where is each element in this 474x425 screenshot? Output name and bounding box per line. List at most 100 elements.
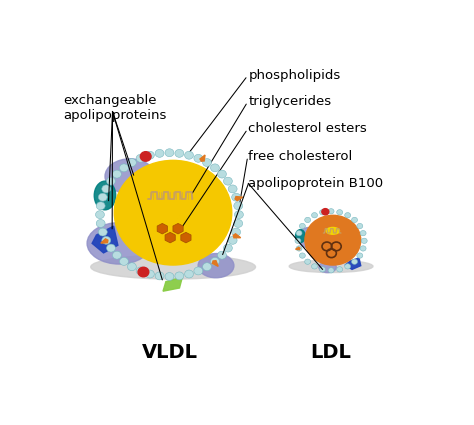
Ellipse shape — [198, 254, 234, 278]
Circle shape — [102, 236, 111, 244]
Circle shape — [295, 238, 301, 244]
Polygon shape — [101, 239, 108, 243]
Ellipse shape — [87, 223, 152, 264]
Circle shape — [360, 230, 366, 236]
Circle shape — [235, 211, 243, 218]
Polygon shape — [212, 261, 218, 266]
Circle shape — [311, 212, 318, 218]
Circle shape — [228, 185, 237, 193]
Circle shape — [194, 154, 203, 162]
Polygon shape — [157, 224, 167, 234]
Circle shape — [146, 151, 155, 159]
Circle shape — [136, 267, 145, 275]
Circle shape — [319, 267, 326, 272]
Ellipse shape — [298, 228, 319, 248]
Ellipse shape — [326, 227, 339, 234]
Circle shape — [112, 251, 121, 259]
Circle shape — [102, 185, 111, 193]
Circle shape — [296, 246, 302, 251]
Circle shape — [155, 150, 164, 157]
Circle shape — [357, 224, 363, 229]
Circle shape — [96, 211, 104, 218]
Circle shape — [234, 202, 243, 210]
Ellipse shape — [289, 260, 373, 272]
Polygon shape — [345, 258, 361, 269]
Circle shape — [232, 193, 241, 201]
Circle shape — [98, 228, 107, 236]
Circle shape — [98, 193, 107, 201]
Circle shape — [328, 268, 334, 273]
Circle shape — [305, 215, 361, 265]
Polygon shape — [92, 226, 118, 253]
Circle shape — [345, 212, 351, 218]
Circle shape — [128, 263, 137, 271]
Ellipse shape — [319, 262, 337, 273]
Circle shape — [210, 258, 219, 265]
Text: apolipoprotein B100: apolipoprotein B100 — [248, 177, 383, 190]
Polygon shape — [163, 277, 182, 291]
Circle shape — [357, 253, 363, 258]
Polygon shape — [165, 232, 175, 243]
Circle shape — [194, 267, 203, 275]
Text: phospholipids: phospholipids — [248, 69, 341, 82]
Circle shape — [112, 170, 121, 178]
Circle shape — [328, 209, 334, 214]
Ellipse shape — [295, 230, 305, 243]
Circle shape — [337, 267, 343, 272]
Circle shape — [218, 170, 227, 178]
Text: VLDL: VLDL — [141, 343, 198, 362]
Polygon shape — [235, 197, 243, 201]
Circle shape — [232, 228, 241, 236]
Circle shape — [311, 264, 318, 269]
Circle shape — [128, 159, 137, 167]
Circle shape — [114, 160, 232, 265]
Circle shape — [352, 217, 357, 223]
Circle shape — [155, 272, 164, 280]
Circle shape — [165, 272, 174, 280]
Circle shape — [300, 253, 305, 258]
Ellipse shape — [91, 255, 255, 279]
Circle shape — [305, 259, 310, 264]
Circle shape — [345, 264, 351, 269]
Circle shape — [119, 164, 128, 172]
Text: LDL: LDL — [310, 343, 352, 362]
Circle shape — [319, 210, 326, 215]
Ellipse shape — [339, 239, 358, 255]
Text: exchangeable
apolipoproteins: exchangeable apolipoproteins — [63, 94, 166, 122]
Text: triglycerides: triglycerides — [248, 95, 331, 108]
Polygon shape — [200, 155, 205, 161]
Text: free cholesterol: free cholesterol — [248, 150, 353, 163]
Circle shape — [146, 270, 155, 278]
Circle shape — [210, 164, 219, 172]
Polygon shape — [233, 234, 241, 238]
Polygon shape — [181, 232, 191, 243]
Circle shape — [202, 159, 211, 167]
Circle shape — [223, 177, 232, 185]
Polygon shape — [296, 247, 300, 249]
Circle shape — [175, 272, 184, 280]
Circle shape — [228, 236, 237, 244]
Circle shape — [337, 210, 343, 215]
Circle shape — [223, 244, 232, 252]
Circle shape — [165, 149, 174, 157]
Circle shape — [305, 217, 310, 223]
Circle shape — [138, 267, 149, 277]
Ellipse shape — [105, 159, 155, 194]
Circle shape — [96, 202, 105, 210]
Circle shape — [352, 259, 357, 264]
Circle shape — [322, 209, 329, 215]
Circle shape — [107, 244, 116, 252]
Circle shape — [175, 150, 184, 157]
Text: cholesterol esters: cholesterol esters — [248, 122, 367, 136]
Circle shape — [360, 246, 366, 251]
Circle shape — [140, 152, 151, 161]
Circle shape — [184, 151, 193, 159]
Circle shape — [300, 224, 305, 229]
Polygon shape — [173, 224, 183, 234]
Circle shape — [136, 154, 145, 162]
Circle shape — [96, 219, 105, 227]
Circle shape — [107, 177, 116, 185]
Circle shape — [184, 270, 193, 278]
Ellipse shape — [94, 181, 116, 210]
Circle shape — [218, 251, 227, 259]
